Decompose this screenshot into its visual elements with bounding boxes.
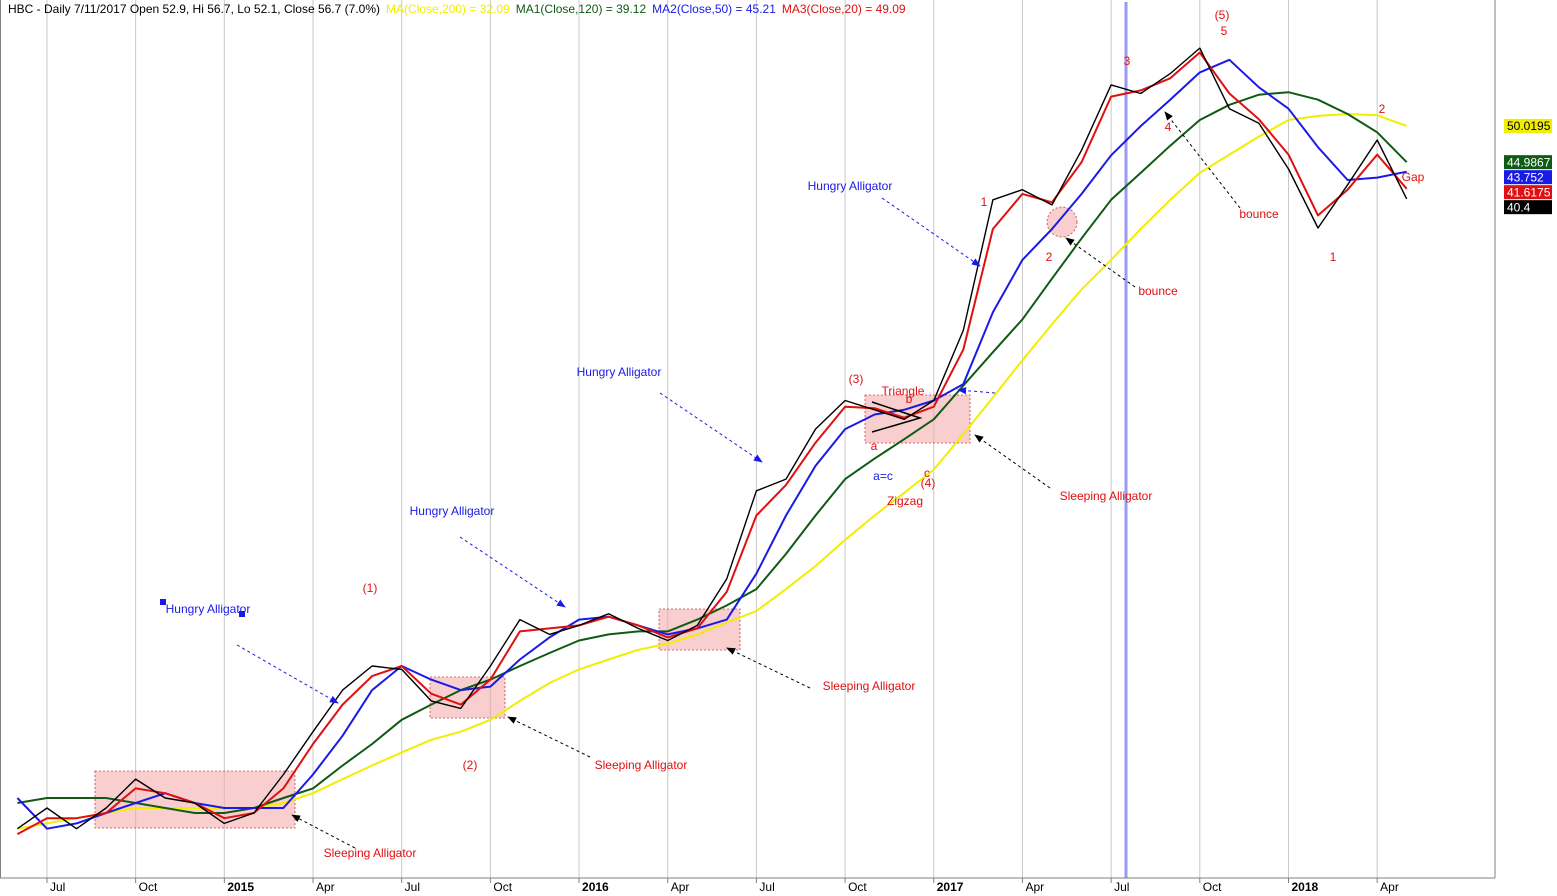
annotation: Sleeping Alligator — [823, 679, 916, 693]
price-line — [16, 47, 1408, 830]
annotation: (1) — [363, 581, 378, 595]
handle — [239, 611, 245, 617]
x-tick-label: Oct — [1203, 880, 1222, 894]
x-tick-label: 2018 — [1291, 880, 1318, 894]
annotation: bounce — [1138, 284, 1178, 298]
annotation: 4 — [1165, 120, 1172, 134]
annotation: Sleeping Alligator — [1060, 489, 1153, 503]
x-tick-label: 2016 — [582, 880, 609, 894]
ma-line — [16, 51, 1408, 835]
x-tick-label: Oct — [493, 880, 512, 894]
annotation: Hungry Alligator — [808, 179, 893, 193]
legend-entry: MA2(Close,50) = 45.21 — [652, 2, 776, 16]
annotation: bounce — [1239, 207, 1279, 221]
arrow — [236, 644, 339, 704]
last-value-label: 43.752 — [1507, 170, 1544, 184]
x-tick-label: 2017 — [937, 880, 964, 894]
last-value-label: 50.0195 — [1507, 119, 1551, 133]
annotation: Gap — [1402, 170, 1425, 184]
annotation: Triangle — [882, 384, 925, 398]
ma-line — [16, 58, 1407, 830]
arrow — [1065, 237, 1136, 288]
last-value-box — [1504, 185, 1552, 200]
annotation: Hungry Alligator — [410, 504, 495, 518]
annotation: 1 — [1330, 250, 1337, 264]
annotation: (5) — [1215, 8, 1230, 22]
annotation: 2 — [1046, 250, 1053, 264]
x-tick-label: Apr — [316, 880, 335, 894]
x-tick-label: Jul — [50, 880, 65, 894]
arrow — [1164, 111, 1241, 209]
x-tick-label: Oct — [848, 880, 867, 894]
x-tick-label: Apr — [1025, 880, 1044, 894]
annotation: a=c — [873, 469, 893, 483]
last-value-box — [1504, 170, 1552, 185]
handle — [160, 599, 166, 605]
annotation: Sleeping Alligator — [595, 758, 688, 772]
legend-entry: MA(Close,200) = 32.09 — [386, 2, 510, 16]
x-tick-label: Apr — [1380, 880, 1399, 894]
header: HBC - Daily 7/11/2017 Open 52.9, Hi 56.7… — [8, 2, 906, 16]
x-tick-label: Jul — [405, 880, 420, 894]
legend-entry: MA1(Close,120) = 39.12 — [516, 2, 647, 16]
annotation: (4) — [921, 476, 936, 490]
chart-title: HBC - Daily 7/11/2017 Open 52.9, Hi 56.7… — [8, 2, 380, 16]
annotation: (3) — [849, 372, 864, 386]
annotation: 2 — [1379, 102, 1386, 116]
x-tick-label: Jul — [759, 880, 774, 894]
arrows — [160, 111, 1241, 849]
annotation: 5 — [1221, 24, 1228, 38]
annotation: Sleeping Alligator — [324, 846, 417, 860]
x-tick-label: Apr — [671, 880, 690, 894]
annotation: Hungry Alligator — [166, 602, 251, 616]
zone — [1046, 206, 1078, 238]
zone — [94, 770, 296, 829]
annotations: Hungry Alligator Hungry Alligator Hungry A… — [166, 8, 1425, 860]
x-tick-label: Oct — [139, 880, 158, 894]
last-value-label: 41.6175 — [1507, 185, 1551, 199]
annotation: (2) — [463, 758, 478, 772]
arrow — [659, 392, 763, 463]
annotation: Zigzag — [887, 494, 923, 508]
last-value-box — [1504, 200, 1552, 215]
annotation: 1 — [981, 195, 988, 209]
arrow — [957, 387, 996, 395]
legend-entry: MA3(Close,20) = 49.09 — [782, 2, 906, 16]
lines — [16, 47, 1408, 835]
x-tick-label: Jul — [1114, 880, 1129, 894]
grid — [46, 0, 1378, 883]
annotation: c — [924, 466, 930, 480]
last-value-label: 44.9867 — [1507, 155, 1551, 169]
annotation: Hungry Alligator — [577, 365, 662, 379]
annotation: b — [906, 392, 913, 406]
last-value-box — [1504, 155, 1552, 170]
last-value-box — [1504, 118, 1552, 133]
triangle-lines — [871, 401, 923, 433]
annotation: a — [871, 439, 878, 453]
x-tick-label: 2015 — [227, 880, 254, 894]
last-value-label: 40.4 — [1507, 200, 1531, 214]
zones — [94, 206, 1078, 829]
arrow — [881, 197, 981, 267]
annotation: 3 — [1124, 54, 1131, 68]
